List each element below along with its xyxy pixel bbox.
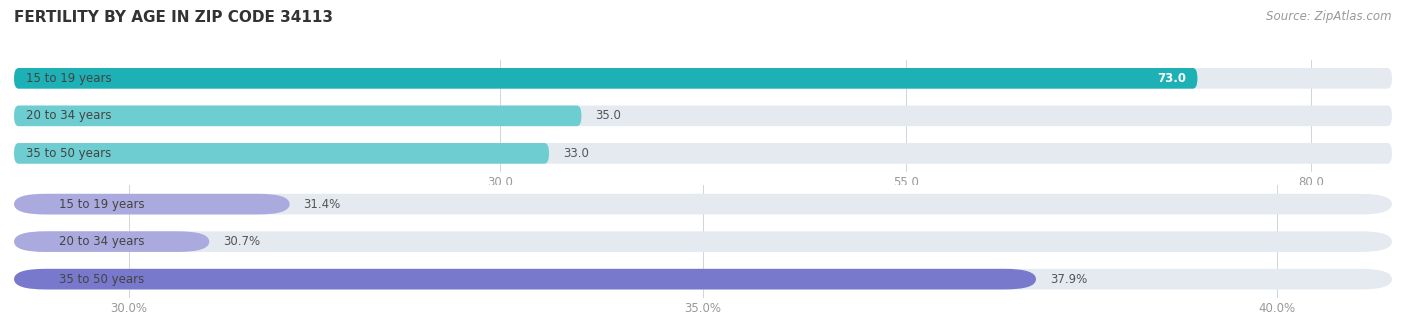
FancyBboxPatch shape [14,194,290,214]
FancyBboxPatch shape [14,68,1392,89]
FancyBboxPatch shape [14,106,582,126]
Text: FERTILITY BY AGE IN ZIP CODE 34113: FERTILITY BY AGE IN ZIP CODE 34113 [14,10,333,25]
FancyBboxPatch shape [14,106,1392,126]
FancyBboxPatch shape [14,143,548,164]
Text: 35.0: 35.0 [595,109,621,122]
Text: 30.7%: 30.7% [224,235,260,248]
Text: 33.0: 33.0 [562,147,589,160]
Text: 15 to 19 years: 15 to 19 years [27,72,112,85]
Text: 15 to 19 years: 15 to 19 years [59,198,145,211]
Text: Source: ZipAtlas.com: Source: ZipAtlas.com [1267,10,1392,23]
Text: 35 to 50 years: 35 to 50 years [27,147,111,160]
FancyBboxPatch shape [14,269,1392,289]
Text: 20 to 34 years: 20 to 34 years [27,109,112,122]
FancyBboxPatch shape [14,231,209,252]
FancyBboxPatch shape [14,143,1392,164]
Text: 20 to 34 years: 20 to 34 years [59,235,145,248]
Text: 37.9%: 37.9% [1050,273,1087,286]
FancyBboxPatch shape [14,194,1392,214]
FancyBboxPatch shape [14,231,1392,252]
FancyBboxPatch shape [14,68,1198,89]
Text: 35 to 50 years: 35 to 50 years [59,273,143,286]
Text: 73.0: 73.0 [1157,72,1187,85]
Text: 31.4%: 31.4% [304,198,340,211]
FancyBboxPatch shape [14,269,1036,289]
